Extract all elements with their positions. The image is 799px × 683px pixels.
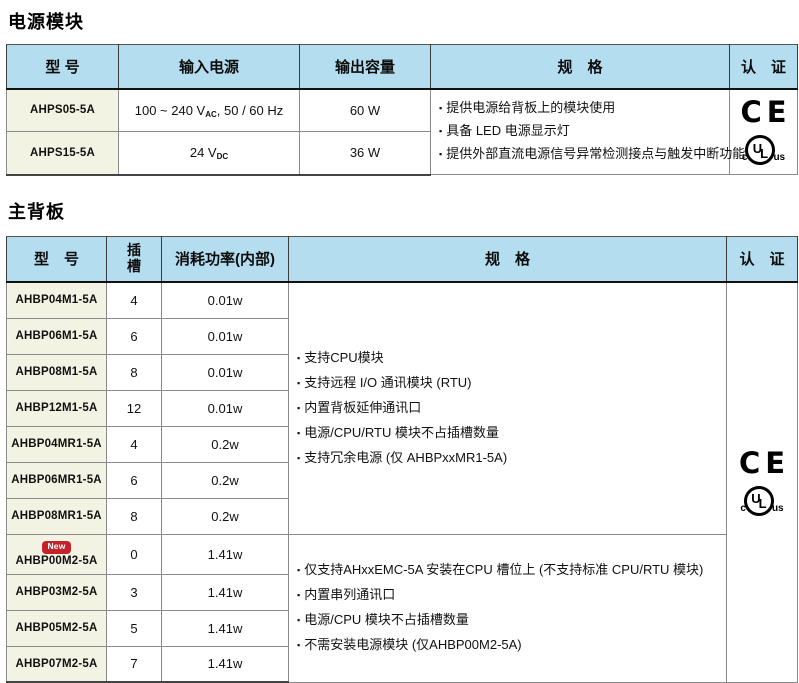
power-cell: 0.01w [162, 318, 289, 354]
spec-bullet: 内置背板延伸通讯口 [297, 396, 720, 421]
spec-bullet: 提供外部直流电源信号异常检测接点与触发中断功能 [439, 143, 723, 166]
spec-bullet: 仅支持AHxxEMC-5A 安装在CPU 槽位上 (不支持标准 CPU/RTU … [297, 558, 720, 583]
spec-bullet: 支持远程 I/O 通讯模块 (RTU) [297, 371, 720, 396]
col-header-input-power: 输入电源 [119, 45, 300, 89]
power-cell: 0.2w [162, 462, 289, 498]
power-cell: 0.01w [162, 390, 289, 426]
table-row: AHBP04M1-5A 4 0.01w 支持CPU模块 支持远程 I/O 通讯模… [7, 282, 798, 318]
model-cell: AHBP04M1-5A [7, 282, 107, 318]
model-cell: AHBP12M1-5A [7, 390, 107, 426]
input-value-suffix: , 50 / 60 Hz [217, 103, 283, 118]
power-cell: 1.41w [162, 610, 289, 646]
spec-bullet: 电源/CPU 模块不占插槽数量 [297, 608, 720, 633]
model-cell: New AHBP00M2-5A [7, 534, 107, 574]
unit-subscript: DC [217, 152, 229, 161]
col-header-cert: 认 证 [727, 236, 798, 282]
slots-cell: 6 [107, 462, 162, 498]
input-power-cell: 24 VDC [119, 132, 300, 175]
output-capacity-cell: 36 W [300, 132, 431, 175]
spec-bullet: 电源/CPU/RTU 模块不占插槽数量 [297, 421, 720, 446]
spec-cell: 提供电源给背板上的模块使用 具备 LED 电源显示灯 提供外部直流电源信号异常检… [431, 89, 730, 175]
model-cell: AHBP06M1-5A [7, 318, 107, 354]
model-cell: AHPS15-5A [7, 132, 119, 175]
slots-cell: 12 [107, 390, 162, 426]
power-module-table: 型 号 输入电源 输出容量 规 格 认 证 AHPS05-5A 100 ~ 24… [6, 44, 798, 176]
col-header-model: 型 号 [7, 236, 107, 282]
slots-cell: 4 [107, 426, 162, 462]
main-backplane-section-title: 主背板 [8, 198, 797, 224]
slots-cell: 5 [107, 610, 162, 646]
model-cell: AHBP08M1-5A [7, 354, 107, 390]
model-cell: AHBP04MR1-5A [7, 426, 107, 462]
spec-bullet: 不需安装电源模块 (仅AHBP00M2-5A) [297, 633, 720, 658]
power-cell: 1.41w [162, 574, 289, 610]
table-row: New AHBP00M2-5A 0 1.41w 仅支持AHxxEMC-5A 安装… [7, 534, 798, 574]
slots-header-text: 插 槽 [109, 243, 159, 274]
model-cell: AHBP05M2-5A [7, 610, 107, 646]
model-with-badge: New AHBP00M2-5A [11, 541, 102, 566]
power-cell: 0.01w [162, 354, 289, 390]
model-cell: AHBP08MR1-5A [7, 498, 107, 534]
unit-subscript: AC [205, 110, 217, 119]
output-capacity-cell: 60 W [300, 89, 431, 132]
backplane-table-header-row: 型 号 插 槽 消耗功率(内部) 规 格 认 证 [7, 236, 798, 282]
power-cell: 0.2w [162, 498, 289, 534]
input-power-cell: 100 ~ 240 VAC, 50 / 60 Hz [119, 89, 300, 132]
slots-cell: 8 [107, 354, 162, 390]
model-cell: AHBP07M2-5A [7, 646, 107, 682]
slots-cell: 0 [107, 534, 162, 574]
model-cell: AHBP03M2-5A [7, 574, 107, 610]
slots-cell: 7 [107, 646, 162, 682]
spec-bullet: 提供电源给背板上的模块使用 [439, 97, 723, 120]
new-badge: New [42, 541, 70, 553]
ce-mark-icon: CE [739, 449, 790, 478]
power-cell: 1.41w [162, 534, 289, 574]
power-cell: 0.01w [162, 282, 289, 318]
col-header-slots: 插 槽 [107, 236, 162, 282]
power-module-section-title: 电源模块 [8, 8, 797, 34]
spec-cell-group2: 仅支持AHxxEMC-5A 安装在CPU 槽位上 (不支持标准 CPU/RTU … [289, 534, 727, 682]
main-backplane-table: 型 号 插 槽 消耗功率(内部) 规 格 认 证 AHBP04M1-5A 4 0… [6, 236, 798, 683]
slots-cell: 3 [107, 574, 162, 610]
slots-cell: 8 [107, 498, 162, 534]
ce-mark-icon: CE [740, 98, 791, 127]
model-name: AHBP00M2-5A [15, 555, 97, 567]
power-cell: 0.2w [162, 426, 289, 462]
spec-bullet: 内置串列通讯口 [297, 583, 720, 608]
table-row: AHPS05-5A 100 ~ 240 VAC, 50 / 60 Hz 60 W… [7, 89, 798, 132]
spec-cell-group1: 支持CPU模块 支持远程 I/O 通讯模块 (RTU) 内置背板延伸通讯口 电源… [289, 282, 727, 534]
input-value: 24 V [190, 145, 217, 160]
col-header-spec: 规 格 [289, 236, 727, 282]
col-header-spec: 规 格 [431, 45, 730, 89]
slots-cell: 4 [107, 282, 162, 318]
col-header-power-consumption: 消耗功率(内部) [162, 236, 289, 282]
power-cell: 1.41w [162, 646, 289, 682]
col-header-cert: 认 证 [730, 45, 798, 89]
col-header-output-capacity: 输出容量 [300, 45, 431, 89]
spec-bullet: 支持冗余电源 (仅 AHBPxxMR1-5A) [297, 446, 720, 471]
spec-bullet: 支持CPU模块 [297, 346, 720, 371]
col-header-model: 型 号 [7, 45, 119, 89]
power-table-header-row: 型 号 输入电源 输出容量 规 格 认 证 [7, 45, 798, 89]
input-value: 100 ~ 240 V [135, 103, 205, 118]
model-cell: AHPS05-5A [7, 89, 119, 132]
slots-cell: 6 [107, 318, 162, 354]
spec-bullet: 具备 LED 电源显示灯 [439, 120, 723, 143]
model-cell: AHBP06MR1-5A [7, 462, 107, 498]
